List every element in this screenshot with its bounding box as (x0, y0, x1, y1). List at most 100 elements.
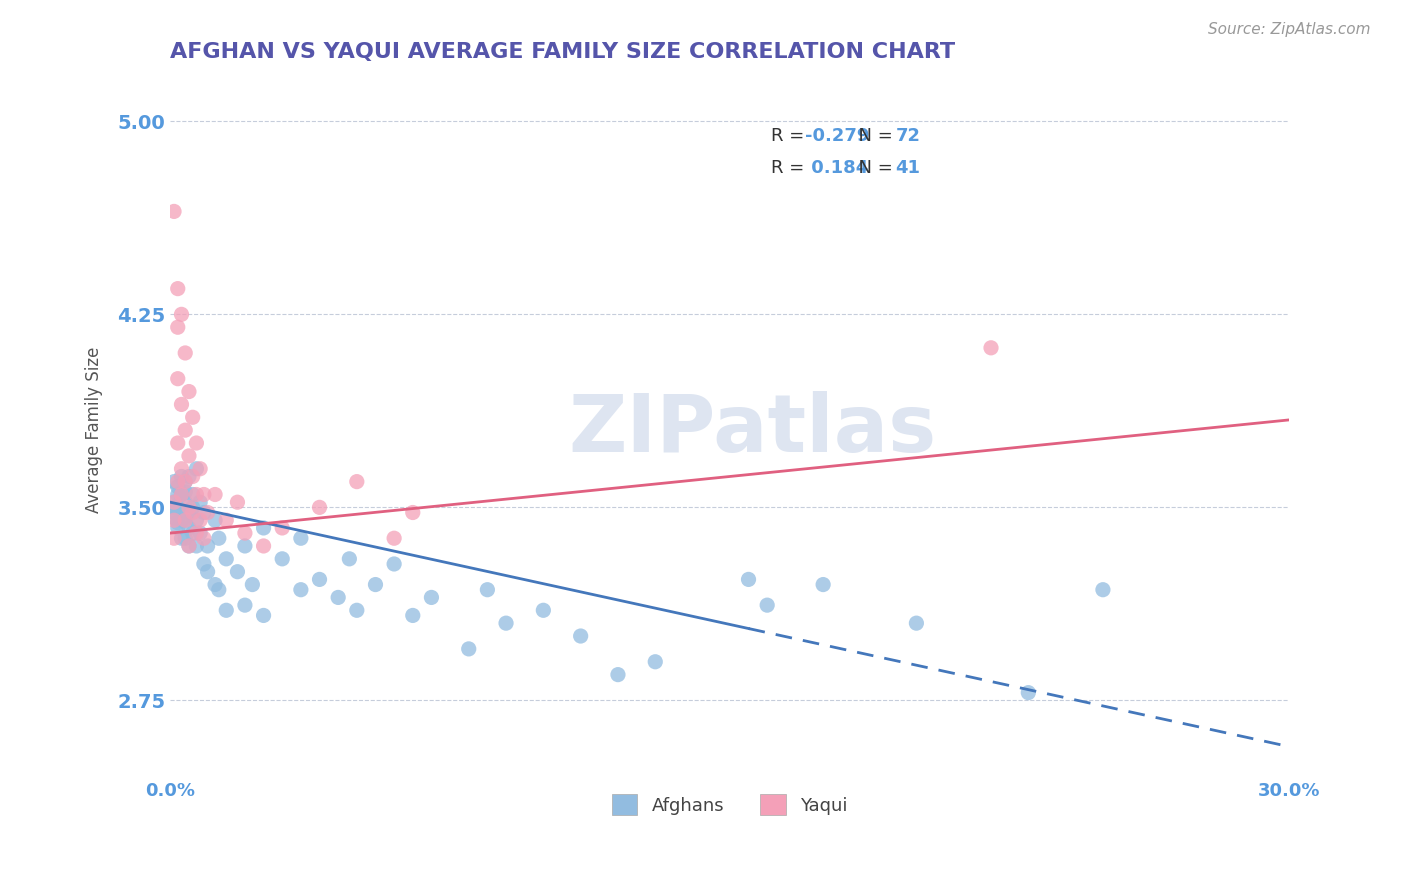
Point (163, 510, 186, 524)
Point (188, 495, 211, 509)
Point (174, 513, 197, 527)
Point (737, 573, 759, 587)
Point (177, 469, 200, 483)
Point (382, 557, 405, 571)
Point (186, 513, 208, 527)
Point (531, 603, 554, 617)
Text: N =: N = (848, 159, 898, 177)
Legend: Afghans, Yaqui: Afghans, Yaqui (603, 785, 856, 824)
Point (290, 582, 312, 597)
Point (181, 487, 204, 501)
Point (174, 495, 197, 509)
Text: 0.184: 0.184 (804, 159, 868, 177)
Point (174, 423, 197, 437)
Text: 72: 72 (896, 127, 921, 145)
Point (166, 487, 188, 501)
Point (252, 539, 274, 553)
Point (980, 341, 1002, 355)
Point (271, 551, 294, 566)
Point (193, 506, 215, 520)
Point (290, 531, 312, 545)
Point (756, 598, 779, 612)
Point (170, 462, 193, 476)
Point (166, 521, 188, 535)
Point (181, 506, 204, 520)
Point (382, 531, 405, 545)
Point (495, 616, 517, 631)
Point (181, 500, 204, 515)
Point (308, 500, 330, 515)
Point (177, 506, 200, 520)
Point (170, 469, 193, 483)
Text: Source: ZipAtlas.com: Source: ZipAtlas.com (1208, 22, 1371, 37)
Point (204, 487, 226, 501)
Point (170, 397, 193, 411)
Point (181, 526, 204, 541)
Point (271, 521, 294, 535)
Point (215, 551, 238, 566)
Point (174, 475, 197, 489)
Point (166, 436, 188, 450)
Point (188, 526, 211, 541)
Point (181, 410, 204, 425)
Point (644, 655, 666, 669)
Point (233, 598, 256, 612)
Point (163, 204, 186, 219)
Point (477, 582, 499, 597)
Point (193, 487, 215, 501)
Text: ZIPatlas: ZIPatlas (568, 392, 936, 469)
Point (166, 320, 188, 334)
Point (240, 577, 263, 591)
Point (166, 475, 188, 489)
Point (174, 513, 197, 527)
Point (181, 469, 204, 483)
Point (226, 495, 249, 509)
Point (346, 475, 368, 489)
Point (166, 500, 188, 515)
Point (177, 539, 200, 553)
Y-axis label: Average Family Size: Average Family Size (86, 347, 103, 514)
Text: N =: N = (848, 127, 898, 145)
Point (905, 616, 928, 631)
Point (402, 506, 425, 520)
Point (193, 557, 215, 571)
Point (163, 495, 186, 509)
Point (402, 608, 425, 623)
Point (174, 475, 197, 489)
Point (177, 449, 200, 463)
Point (457, 641, 479, 656)
Point (1017, 686, 1039, 700)
Point (420, 591, 443, 605)
Point (233, 526, 256, 541)
Point (197, 506, 219, 520)
Point (163, 495, 186, 509)
Point (166, 282, 188, 296)
Text: R =: R = (772, 127, 810, 145)
Point (163, 506, 186, 520)
Point (186, 487, 208, 501)
Point (174, 346, 197, 360)
Point (186, 539, 208, 553)
Point (193, 531, 215, 545)
Point (170, 487, 193, 501)
Text: R =: R = (772, 159, 810, 177)
Point (204, 513, 226, 527)
Point (186, 526, 208, 541)
Point (197, 539, 219, 553)
Text: 41: 41 (896, 159, 921, 177)
Point (163, 500, 186, 515)
Point (163, 475, 186, 489)
Point (215, 513, 238, 527)
Point (170, 307, 193, 321)
Point (252, 521, 274, 535)
Point (569, 629, 592, 643)
Point (364, 577, 387, 591)
Point (1091, 582, 1114, 597)
Point (177, 521, 200, 535)
Point (170, 531, 193, 545)
Point (170, 513, 193, 527)
Text: AFGHAN VS YAQUI AVERAGE FAMILY SIZE CORRELATION CHART: AFGHAN VS YAQUI AVERAGE FAMILY SIZE CORR… (170, 42, 956, 62)
Point (174, 484, 197, 499)
Point (163, 531, 186, 545)
Point (166, 480, 188, 494)
